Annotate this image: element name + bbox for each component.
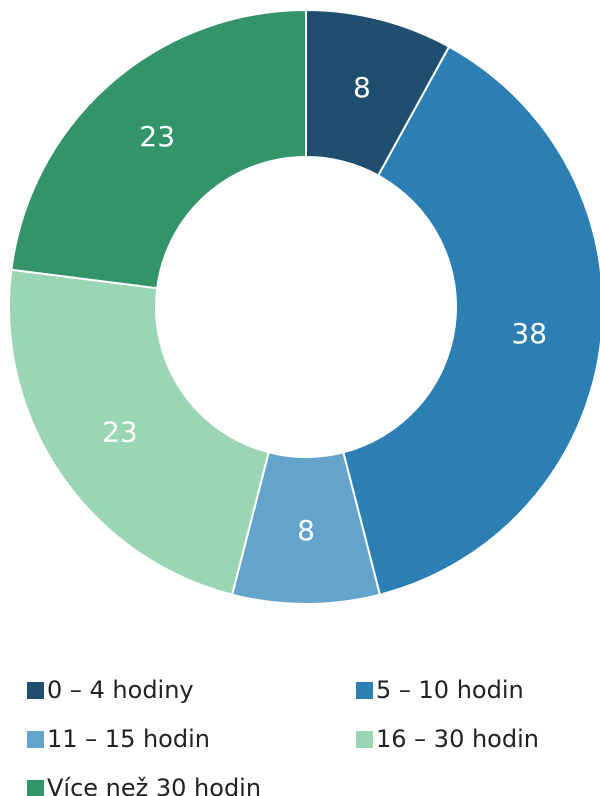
legend-swatch bbox=[356, 682, 373, 699]
legend-swatch bbox=[356, 731, 373, 748]
legend-label: 16 – 30 hodin bbox=[376, 725, 539, 753]
donut-segment bbox=[8, 268, 270, 596]
data-label: 23 bbox=[139, 120, 175, 153]
legend-label: 11 – 15 hodin bbox=[47, 725, 210, 753]
legend-swatch bbox=[27, 682, 44, 699]
legend-label: 0 – 4 hodiny bbox=[47, 676, 194, 704]
data-label: 38 bbox=[511, 317, 547, 350]
data-label: 8 bbox=[353, 71, 371, 104]
data-label: 23 bbox=[102, 415, 138, 448]
legend-label: Více než 30 hodin bbox=[47, 774, 261, 796]
legend-swatch bbox=[27, 731, 44, 748]
legend-label: 5 – 10 hodin bbox=[376, 676, 524, 704]
data-label: 8 bbox=[297, 514, 315, 547]
donut-segment bbox=[342, 45, 600, 596]
legend-swatch bbox=[27, 780, 44, 796]
donut-segment bbox=[10, 8, 307, 290]
